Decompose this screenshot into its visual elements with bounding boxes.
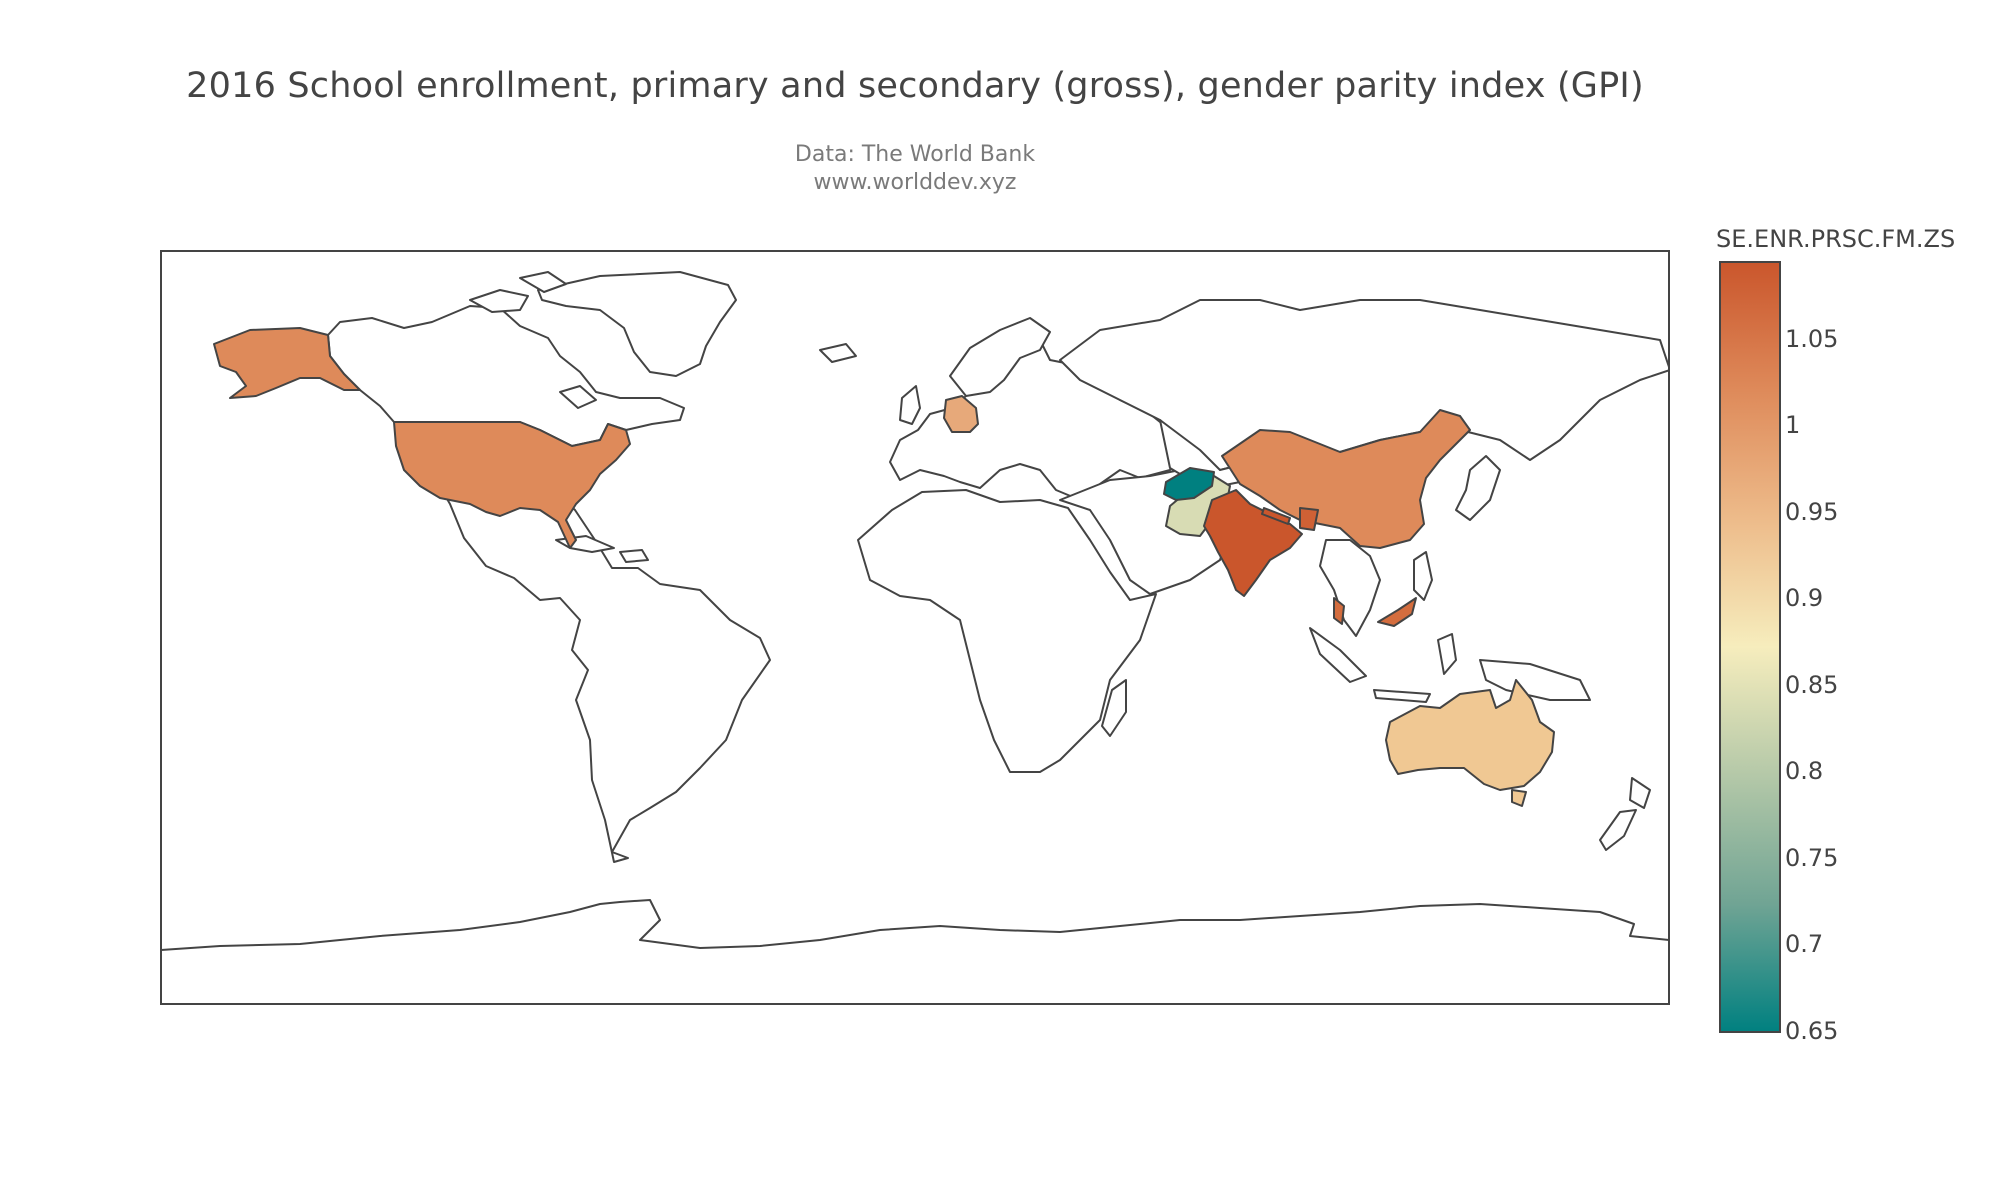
region-united-states xyxy=(393,421,631,549)
new-zealand-north xyxy=(1629,777,1651,809)
region-germany xyxy=(943,395,979,433)
colorbar-tick-label: 1.05 xyxy=(1785,324,1839,353)
colorbar-tick-label: 0.65 xyxy=(1785,1017,1839,1045)
colorbar-tick-label: 0.95 xyxy=(1785,497,1839,526)
region-china xyxy=(1221,409,1471,549)
japan xyxy=(1455,455,1501,521)
madagascar xyxy=(1101,679,1127,737)
chart-subtitle-source: Data: The World Bank xyxy=(794,142,1036,167)
uk xyxy=(899,385,921,425)
colorbar-tick-label: 1 xyxy=(1785,411,1801,440)
colorbar-title: SE.ENR.PRSC.FM.ZS xyxy=(1716,225,1956,253)
region-malaysia-borneo xyxy=(1377,597,1417,627)
region-alaska xyxy=(213,327,361,399)
africa xyxy=(857,489,1157,773)
southeast-asia xyxy=(1319,539,1381,637)
colorbar-tick-label: 0.75 xyxy=(1785,843,1839,872)
antarctica xyxy=(161,899,1669,1004)
philippines xyxy=(1413,551,1433,601)
colorbar-bar xyxy=(1719,261,1781,1033)
arctic-island-3 xyxy=(559,385,597,409)
colorbar-tick-label: 0.85 xyxy=(1785,670,1839,699)
region-tasmania xyxy=(1511,789,1527,807)
sulawesi xyxy=(1437,633,1457,675)
map-frame xyxy=(160,250,1670,1005)
region-bangladesh xyxy=(1299,507,1319,531)
new-guinea xyxy=(1479,659,1591,701)
canada xyxy=(327,305,685,447)
iceland xyxy=(819,343,857,363)
region-india xyxy=(1203,489,1303,597)
colorbar-tick-label: 0.9 xyxy=(1785,584,1824,613)
greenland xyxy=(537,271,737,377)
region-malaysia xyxy=(1333,597,1345,625)
java xyxy=(1373,689,1431,703)
colorbar-tick-label: 0.7 xyxy=(1785,930,1824,959)
new-zealand-south xyxy=(1599,809,1637,851)
scandinavia xyxy=(949,317,1051,397)
chart-title: 2016 School enrollment, primary and seco… xyxy=(186,66,1644,106)
region-australia xyxy=(1385,679,1555,791)
arctic-island-2 xyxy=(519,271,567,293)
chart-subtitle-url: www.worlddev.xyz xyxy=(813,170,1017,195)
region-afghanistan xyxy=(1163,467,1215,501)
colorbar-tick-label: 0.8 xyxy=(1785,757,1824,786)
hispaniola xyxy=(619,549,649,563)
region-nepal xyxy=(1261,507,1291,525)
arctic-island-1 xyxy=(469,289,529,313)
sumatra xyxy=(1309,627,1367,683)
region-pakistan xyxy=(1165,475,1231,537)
